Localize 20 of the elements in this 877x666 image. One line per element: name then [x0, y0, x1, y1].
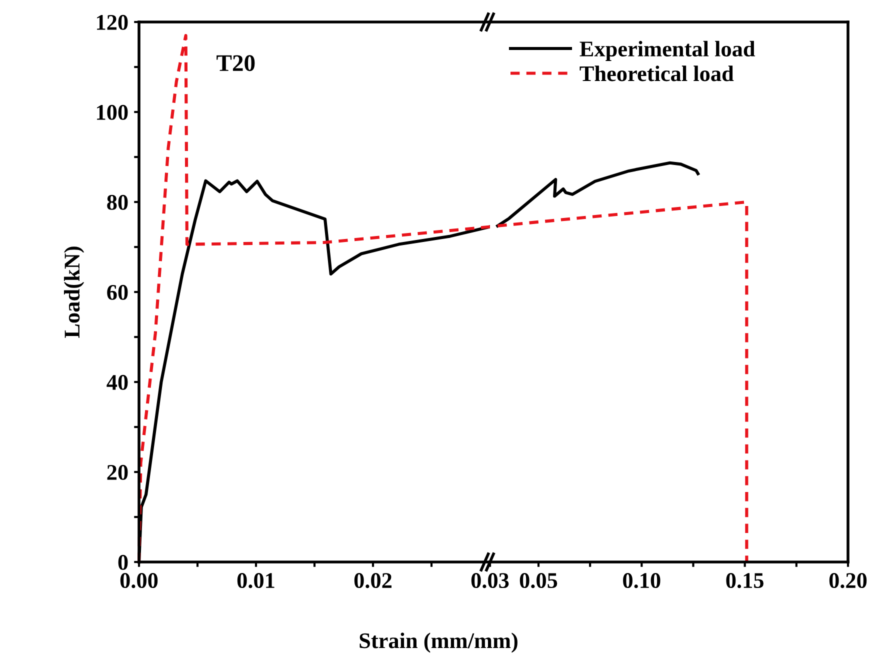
y-tick-label: 80 [107, 194, 128, 210]
y-tick-label: 120 [97, 14, 128, 30]
y-tick-label: 100 [97, 104, 128, 120]
legend-label: Experimental load [580, 40, 756, 62]
y-axis-title: Load(kN) [64, 246, 84, 338]
y-tick-label: 40 [106, 374, 128, 390]
legend-label: Theoretical load [580, 66, 734, 82]
y-tick-label: 60 [107, 284, 128, 300]
y-tick-label: 20 [107, 464, 128, 480]
x-tick-label: 0.02 [354, 573, 392, 588]
y-tick-label: 0 [118, 554, 128, 570]
x-tick-label: 0.05 [520, 573, 558, 588]
x-tick-label: 0.03 [471, 573, 509, 588]
annotation: T20 [216, 55, 255, 72]
x-tick-label: 0.01 [237, 573, 274, 588]
x-tick-label: 0.00 [120, 573, 158, 588]
x-tick-label: 0.15 [726, 573, 764, 588]
x-axis-title: Strain (mm/mm) [360, 632, 518, 653]
x-tick-label: 0.20 [829, 573, 867, 588]
x-tick-label: 0.10 [623, 573, 660, 588]
